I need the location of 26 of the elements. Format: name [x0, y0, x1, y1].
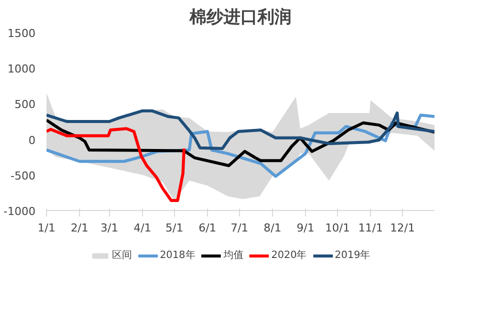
- legend-label: 均值: [223, 249, 244, 262]
- x-tick-label: 9/1: [296, 222, 314, 234]
- x-tick-label: 4/1: [134, 222, 152, 234]
- y-tick-label: -500: [10, 169, 36, 182]
- x-tick-label: 7/1: [230, 222, 248, 234]
- y-tick-label: 1000: [8, 62, 36, 76]
- legend-label: 2018年: [160, 249, 196, 262]
- x-tick-label: 12/1: [390, 222, 415, 234]
- y-tick-label: 500: [14, 98, 36, 112]
- line-series: [46, 109, 434, 150]
- y-tick-label: -1000: [4, 205, 36, 218]
- x-tick-label: 3/1: [100, 222, 118, 234]
- chart-title: 棉纱进口利润: [188, 8, 292, 28]
- x-tick-label: 2/1: [70, 222, 88, 234]
- x-tick-label: 8/1: [264, 222, 282, 234]
- line-series: [46, 127, 186, 202]
- y-tick-label: 0: [28, 134, 36, 147]
- y-tick-label: 1500: [8, 27, 36, 40]
- x-tick-label: 6/1: [198, 222, 216, 234]
- x-tick-label: 11/1: [358, 222, 383, 234]
- x-tick-label: 1/1: [38, 222, 56, 234]
- legend-label: 2020年: [271, 249, 307, 262]
- x-tick-label: 5/1: [166, 222, 184, 234]
- legend-label: 区间: [112, 249, 132, 262]
- legend-label: 2019年: [334, 249, 370, 262]
- x-tick-label: 10/1: [325, 222, 350, 234]
